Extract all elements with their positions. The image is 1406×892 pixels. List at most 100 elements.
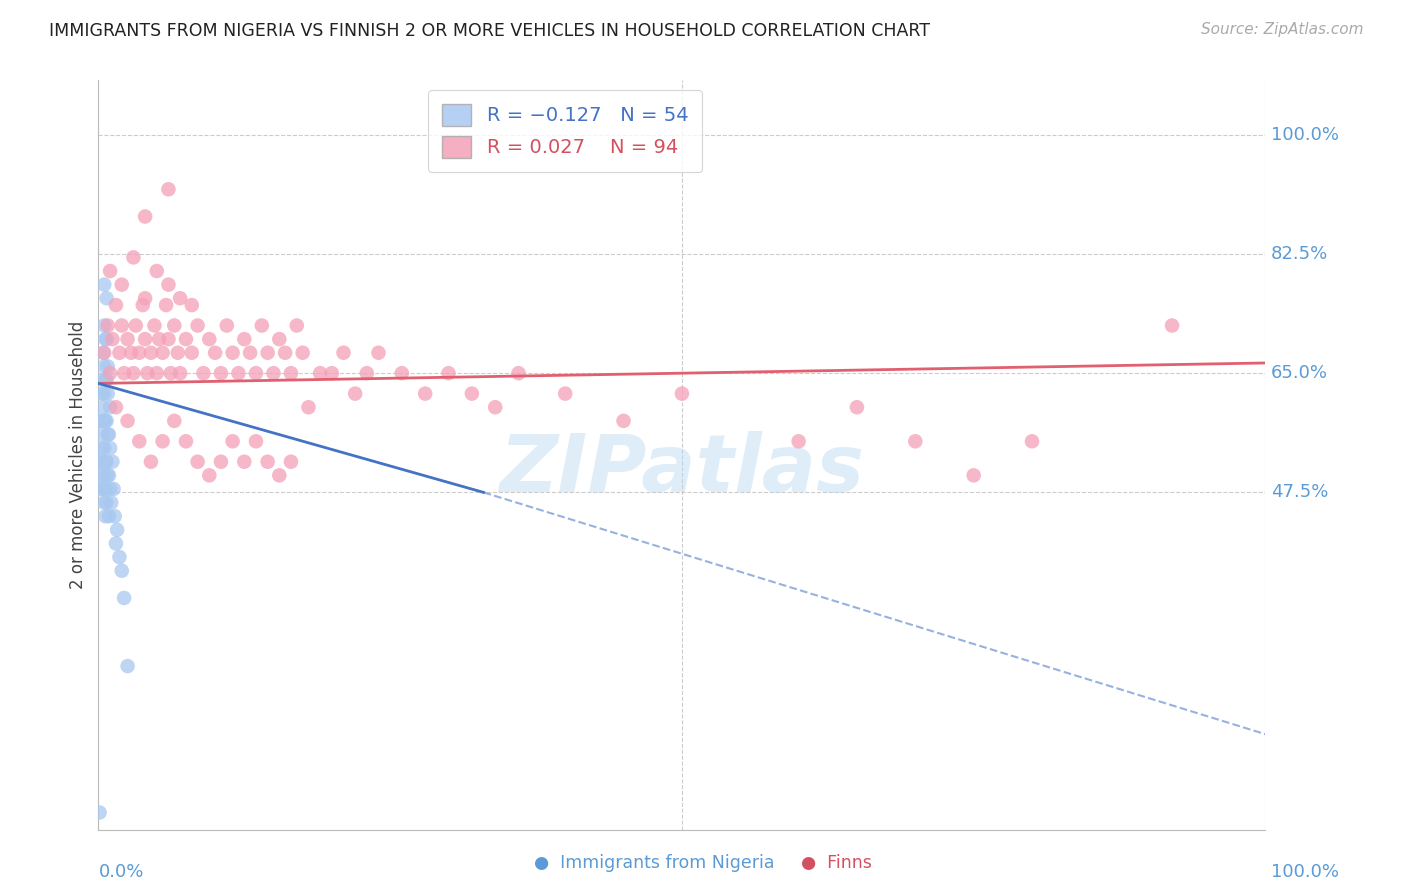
Point <box>117 332 139 346</box>
Point <box>198 332 221 346</box>
Point <box>104 298 127 312</box>
Point <box>98 401 121 415</box>
Point <box>93 345 115 359</box>
Point <box>93 495 115 509</box>
Point <box>91 482 114 496</box>
Point <box>111 564 134 578</box>
Point <box>344 386 367 401</box>
Point <box>101 455 124 469</box>
Point <box>97 318 120 333</box>
Point <box>367 345 389 359</box>
Point <box>321 366 343 380</box>
Point <box>96 291 118 305</box>
Point <box>221 345 243 359</box>
Text: Source: ZipAtlas.com: Source: ZipAtlas.com <box>1201 22 1364 37</box>
Point <box>91 455 114 469</box>
Point <box>671 386 693 401</box>
Point <box>152 434 174 449</box>
Point <box>104 401 127 415</box>
Point <box>157 332 180 346</box>
Point <box>90 414 112 428</box>
Point <box>143 318 166 333</box>
Point <box>169 291 191 305</box>
Point <box>139 455 162 469</box>
Point <box>93 277 115 292</box>
Point <box>174 332 197 346</box>
Point <box>437 366 460 380</box>
Point <box>391 366 413 380</box>
Text: ●  Finns: ● Finns <box>801 855 872 872</box>
Point <box>94 482 117 496</box>
Point <box>93 441 115 455</box>
Point <box>245 366 267 380</box>
Point <box>787 434 810 449</box>
Point <box>484 401 506 415</box>
Point <box>128 345 150 359</box>
Point <box>103 482 125 496</box>
Point <box>98 441 121 455</box>
Point <box>90 441 112 455</box>
Point <box>228 366 250 380</box>
Point <box>90 414 112 428</box>
Text: 82.5%: 82.5% <box>1271 245 1329 263</box>
Point <box>198 468 221 483</box>
Point <box>163 414 186 428</box>
Point <box>269 468 291 483</box>
Point <box>98 366 121 380</box>
Point <box>209 455 232 469</box>
Point <box>112 591 135 605</box>
Point <box>111 318 134 333</box>
Point <box>163 318 186 333</box>
Point <box>209 366 232 380</box>
Point <box>117 414 139 428</box>
Point <box>187 455 209 469</box>
Point <box>1161 318 1184 333</box>
Point <box>256 345 278 359</box>
Point <box>128 434 150 449</box>
Text: 100.0%: 100.0% <box>1271 863 1340 881</box>
Point <box>97 427 120 442</box>
Point <box>508 366 530 380</box>
Point <box>122 251 145 265</box>
Point <box>193 366 215 380</box>
Point <box>98 482 121 496</box>
Point <box>262 366 284 380</box>
Point <box>96 455 118 469</box>
Point <box>233 332 256 346</box>
Point <box>97 359 120 374</box>
Point <box>98 264 121 278</box>
Point <box>461 386 484 401</box>
Point <box>136 366 159 380</box>
Point <box>157 182 180 196</box>
Point <box>187 318 209 333</box>
Point <box>93 359 115 374</box>
Point <box>111 277 134 292</box>
Point <box>221 434 243 449</box>
Point <box>166 345 188 359</box>
Point <box>122 366 145 380</box>
Point <box>93 318 115 333</box>
Point <box>91 401 114 415</box>
Point <box>132 298 155 312</box>
Point <box>90 455 112 469</box>
Point <box>97 468 120 483</box>
Point <box>146 366 169 380</box>
Point <box>146 264 169 278</box>
Point <box>120 345 142 359</box>
Point <box>104 536 127 550</box>
Point <box>309 366 332 380</box>
Point <box>94 509 117 524</box>
Point <box>96 373 118 387</box>
Point <box>239 345 262 359</box>
Point <box>96 495 118 509</box>
Point <box>256 455 278 469</box>
Point <box>280 366 302 380</box>
Text: 100.0%: 100.0% <box>1271 126 1340 144</box>
Point <box>157 277 180 292</box>
Point <box>554 386 576 401</box>
Point <box>90 482 112 496</box>
Point <box>613 414 636 428</box>
Point <box>180 298 202 312</box>
Point <box>155 298 177 312</box>
Point <box>174 434 197 449</box>
